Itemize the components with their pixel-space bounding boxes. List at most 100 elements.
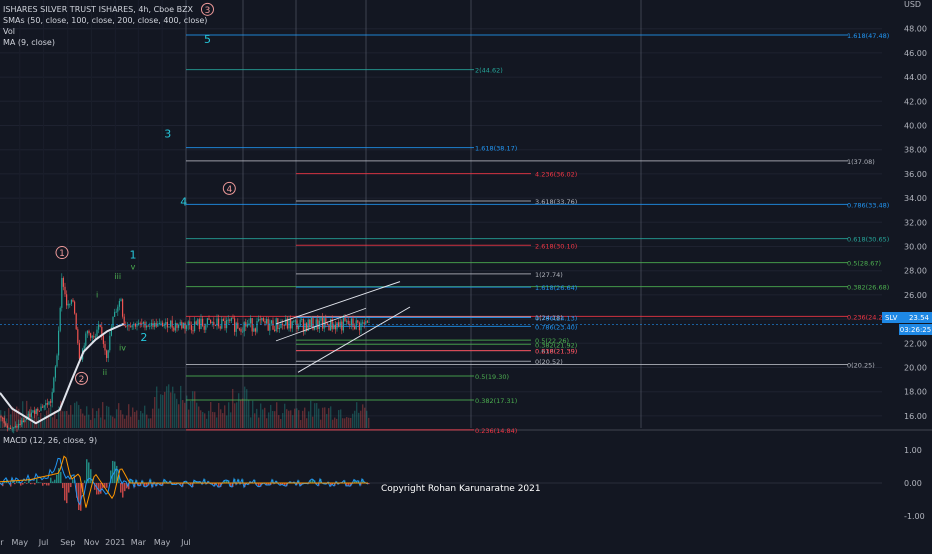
- candle-body: [42, 407, 43, 408]
- volume-bar: [168, 384, 169, 428]
- fib-label: 2(44.62): [475, 67, 503, 75]
- candle-body: [140, 323, 141, 324]
- candle-body: [85, 333, 86, 345]
- volume-bar: [270, 405, 271, 428]
- macd-histogram-bar: [368, 483, 370, 484]
- volume-bar: [78, 405, 79, 428]
- candle-body: [263, 318, 264, 321]
- volume-bar: [246, 389, 247, 428]
- volume-bar: [50, 405, 51, 428]
- macd-legend[interactable]: MACD (12, 26, close, 9): [3, 436, 97, 445]
- candle-body: [79, 343, 80, 359]
- macd-histogram-bar: [258, 483, 260, 487]
- candle-body: [328, 325, 329, 330]
- legend-sma[interactable]: SMAs (50, close, 100, close, 200, close,…: [3, 15, 207, 26]
- volume-bar: [258, 418, 259, 428]
- candle-body: [215, 325, 216, 326]
- volume-bar: [162, 395, 163, 428]
- candle-body: [197, 319, 198, 324]
- volume-bar: [304, 408, 305, 428]
- volume-bar: [350, 418, 351, 428]
- volume-bar: [356, 402, 357, 428]
- macd-histogram-bar: [30, 483, 32, 484]
- volume-bar: [122, 414, 123, 428]
- candle-body: [132, 325, 133, 327]
- volume-bar: [134, 412, 135, 428]
- macd-tick-label: -1.00: [904, 512, 925, 521]
- candle-body: [88, 331, 89, 333]
- volume-bar: [150, 418, 151, 428]
- fib-label: 1(27.74): [535, 271, 563, 279]
- candle-body: [53, 378, 54, 392]
- volume-bar: [362, 404, 363, 428]
- candle-body: [160, 323, 161, 324]
- candle-body: [77, 329, 78, 343]
- volume-bar: [312, 417, 313, 428]
- candle-body: [298, 326, 299, 329]
- candle-body: [357, 320, 358, 322]
- candle-body: [367, 321, 368, 322]
- y-tick-label: 34.00: [904, 194, 927, 203]
- volume-bar: [300, 420, 301, 428]
- volume-bar: [216, 417, 217, 428]
- candle-body: [45, 403, 46, 405]
- volume-bar: [156, 387, 157, 428]
- candle-body: [362, 322, 363, 323]
- candle-body: [295, 320, 296, 321]
- volume-bar: [66, 411, 67, 428]
- volume-bar: [96, 411, 97, 428]
- volume-bar: [218, 403, 219, 428]
- candle-body: [314, 327, 315, 329]
- candle-body: [229, 320, 230, 321]
- candle-body: [264, 321, 265, 323]
- volume-bar: [152, 409, 153, 428]
- volume-bar: [136, 410, 137, 428]
- candle-body: [253, 328, 254, 331]
- volume-bar: [8, 408, 9, 428]
- candle-body: [66, 294, 67, 305]
- volume-bar: [188, 410, 189, 428]
- macd-histogram-bar: [86, 459, 88, 483]
- candle-body: [212, 322, 213, 323]
- candle-body: [92, 336, 93, 338]
- volume-bar: [254, 413, 255, 428]
- fib-label: 0.618(30.65): [847, 236, 889, 244]
- fib-label: 1.618(38.17): [475, 145, 517, 153]
- volume-bar: [234, 403, 235, 428]
- y-tick-label: 16.00: [904, 412, 927, 421]
- volume-bar: [130, 417, 131, 428]
- candle-body: [284, 325, 285, 326]
- volume-bar: [260, 403, 261, 428]
- volume-bar: [230, 412, 231, 428]
- candle-body: [12, 429, 13, 430]
- volume-bar: [176, 399, 177, 428]
- legend-title[interactable]: ISHARES SILVER TRUST ISHARES, 4h, Cboe B…: [3, 4, 207, 15]
- y-tick-label: 42.00: [904, 97, 927, 106]
- candle-body: [285, 319, 286, 325]
- macd-histogram-bar: [100, 483, 102, 494]
- volume-bar: [326, 414, 327, 428]
- volume-bar: [120, 410, 121, 428]
- candle-body: [64, 287, 65, 294]
- candle-body: [208, 318, 209, 320]
- candle-body: [173, 328, 174, 331]
- candle-body: [266, 319, 267, 323]
- macd-histogram-bar: [70, 483, 72, 487]
- legend-vol[interactable]: Vol: [3, 26, 207, 37]
- candle-body: [149, 326, 150, 327]
- candle-body: [37, 409, 38, 411]
- x-tick-label: Mar: [131, 538, 147, 547]
- candle-body: [303, 319, 304, 332]
- candle-body: [98, 324, 99, 329]
- candle-body: [2, 418, 3, 419]
- volume-bar: [228, 402, 229, 428]
- candle-body: [196, 321, 197, 324]
- legend-ma[interactable]: MA (9, close): [3, 37, 207, 48]
- candle-body: [178, 325, 179, 328]
- candle-body: [120, 299, 121, 301]
- volume-bar: [172, 387, 173, 428]
- candle-body: [95, 337, 96, 338]
